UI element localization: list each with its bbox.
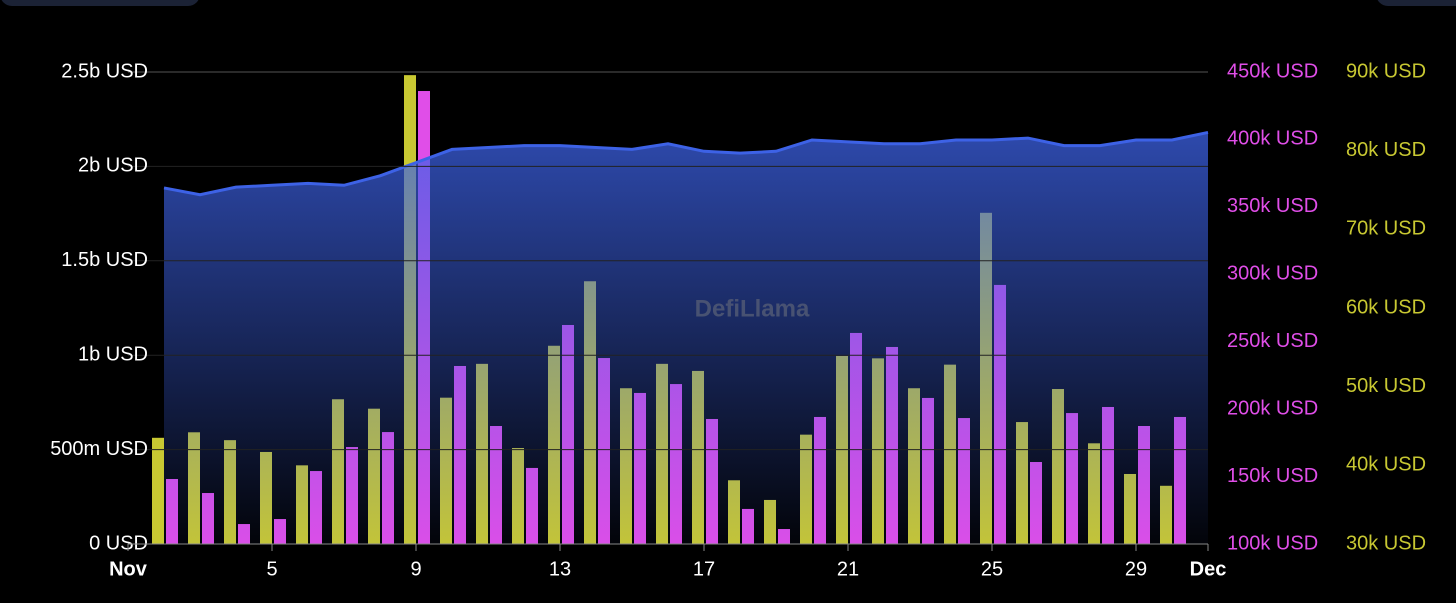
y2-tick-label: 250k USD — [1227, 330, 1318, 352]
y2-tick-label: 200k USD — [1227, 397, 1318, 419]
x-tick-label: 17 — [693, 558, 715, 580]
line — [163, 130, 1209, 197]
x-tick-label: 5 — [266, 558, 277, 580]
y2-tick-label: 350k USD — [1227, 195, 1318, 217]
plot-area — [152, 75, 1209, 544]
bar — [152, 437, 164, 544]
y2-tick-label: 400k USD — [1227, 128, 1318, 150]
y2-tick-label: 100k USD — [1227, 532, 1318, 554]
area — [164, 132, 1208, 544]
y-tick-label: 0 USD — [89, 532, 148, 554]
y2-tick-label: 300k USD — [1227, 263, 1318, 285]
top-button[interactable] — [1376, 0, 1456, 6]
y-tick-label: 1.5b USD — [61, 249, 148, 271]
y3-tick-label: 60k USD — [1346, 296, 1426, 318]
y3-tick-label: 50k USD — [1346, 375, 1426, 397]
y3-tick-label: 90k USD — [1346, 60, 1426, 82]
x-tick-label: 21 — [837, 558, 859, 580]
y3-tick-label: 70k USD — [1346, 218, 1426, 240]
x-tick-label: Dec — [1190, 558, 1227, 580]
watermark: DefiLlama — [695, 295, 810, 322]
x-tick-label: 13 — [549, 558, 571, 580]
top-button[interactable] — [0, 0, 200, 6]
y3-tick-label: 40k USD — [1346, 454, 1426, 476]
y-tick-label: 500m USD — [50, 438, 148, 460]
y2-tick-label: 450k USD — [1227, 60, 1318, 82]
x-tick-label: 25 — [981, 558, 1003, 580]
y-tick-label: 1b USD — [78, 343, 148, 365]
x-tick-label: 29 — [1125, 558, 1147, 580]
x-tick-label: Nov — [109, 558, 148, 580]
y-tick-label: 2.5b USD — [61, 60, 148, 82]
x-tick-label: 9 — [410, 558, 421, 580]
y2-tick-label: 150k USD — [1227, 465, 1318, 487]
y-tick-label: 2b USD — [78, 155, 148, 177]
y3-tick-label: 30k USD — [1346, 532, 1426, 554]
y3-tick-label: 80k USD — [1346, 139, 1426, 161]
